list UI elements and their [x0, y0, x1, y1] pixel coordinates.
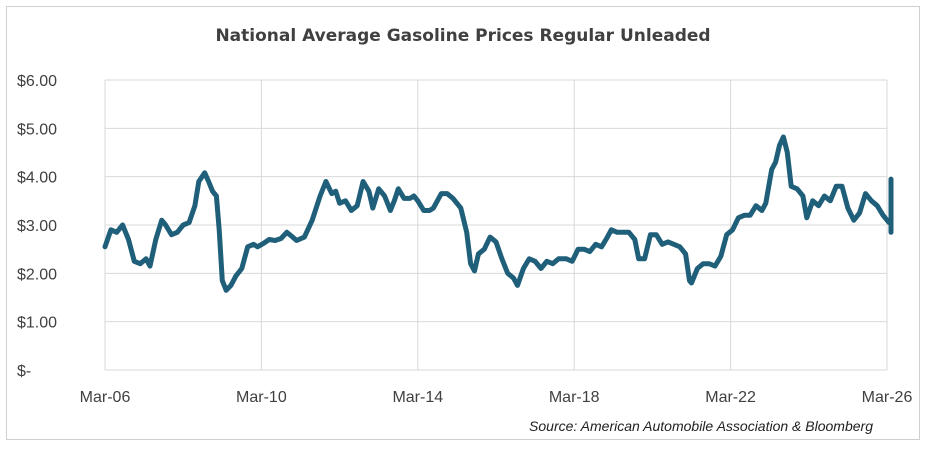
- x-axis: Mar-06 Mar-10 Mar-14 Mar-18 Mar-22 Mar-26: [80, 389, 913, 406]
- x-tick-label: Mar-10: [236, 389, 287, 406]
- y-tick-label: $5.00: [17, 121, 57, 138]
- y-tick-label: $-: [17, 363, 31, 380]
- y-tick-label: $1.00: [17, 315, 57, 332]
- chart-frame: National Average Gasoline Prices Regular…: [6, 6, 920, 440]
- source-note: Source: American Automobile Association …: [529, 418, 873, 434]
- y-axis: $- $1.00 $2.00 $3.00 $4.00 $5.00 $6.00: [17, 73, 57, 380]
- y-tick-label: $4.00: [17, 170, 57, 187]
- y-tick-label: $2.00: [17, 266, 57, 283]
- chart-title: National Average Gasoline Prices Regular…: [215, 26, 710, 46]
- gridlines: [104, 79, 888, 371]
- x-tick-label: Mar-22: [705, 389, 756, 406]
- price-series-line: [102, 134, 894, 293]
- series-layer: [102, 134, 894, 293]
- y-tick-label: $3.00: [17, 218, 57, 235]
- x-tick-label: Mar-14: [392, 389, 443, 406]
- source-box: [361, 409, 919, 439]
- chart: National Average Gasoline Prices Regular…: [17, 26, 919, 439]
- x-tick-label: Mar-26: [862, 389, 913, 406]
- y-tick-label: $6.00: [17, 73, 57, 90]
- x-tick-label: Mar-18: [549, 389, 600, 406]
- x-tick-label: Mar-06: [80, 389, 131, 406]
